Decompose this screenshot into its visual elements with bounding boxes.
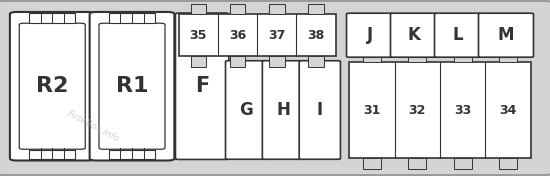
Bar [230, 56, 245, 67]
Text: R1: R1 [116, 76, 148, 96]
Text: R2: R2 [36, 76, 68, 96]
Text: J: J [367, 26, 373, 44]
Bar [269, 56, 284, 67]
Bar [269, 4, 284, 14]
Bar [308, 56, 324, 67]
Bar [499, 158, 517, 169]
Bar [408, 158, 426, 169]
Bar [408, 51, 426, 62]
Bar [190, 4, 206, 14]
Text: 34: 34 [499, 103, 517, 117]
Bar [179, 14, 336, 56]
Text: F: F [195, 76, 209, 96]
FancyBboxPatch shape [262, 61, 304, 159]
Bar [109, 150, 155, 159]
Text: 33: 33 [454, 103, 471, 117]
Bar [499, 51, 517, 62]
FancyBboxPatch shape [478, 13, 534, 57]
Text: 31: 31 [363, 103, 381, 117]
FancyBboxPatch shape [226, 61, 267, 159]
Bar [454, 158, 472, 169]
Bar [230, 4, 245, 14]
FancyBboxPatch shape [19, 23, 85, 149]
Bar [349, 62, 531, 158]
Text: FuseBox.info: FuseBox.info [66, 109, 121, 144]
Text: 36: 36 [229, 29, 246, 42]
Bar [308, 4, 324, 14]
Text: H: H [276, 101, 290, 119]
Text: K: K [408, 26, 420, 44]
Bar [363, 158, 381, 169]
FancyBboxPatch shape [299, 61, 340, 159]
Bar [454, 51, 472, 62]
Bar [109, 13, 155, 23]
Text: 38: 38 [307, 29, 324, 42]
Bar [29, 13, 75, 23]
Bar [29, 150, 75, 159]
FancyBboxPatch shape [175, 13, 229, 159]
Bar [363, 51, 381, 62]
Text: 35: 35 [190, 29, 207, 42]
FancyBboxPatch shape [434, 13, 481, 57]
Text: G: G [239, 101, 253, 119]
Text: M: M [498, 26, 514, 44]
Text: 32: 32 [409, 103, 426, 117]
FancyBboxPatch shape [10, 12, 95, 161]
FancyBboxPatch shape [90, 12, 174, 161]
FancyBboxPatch shape [346, 13, 393, 57]
Text: I: I [317, 101, 323, 119]
Text: L: L [453, 26, 463, 44]
Text: 37: 37 [268, 29, 285, 42]
FancyBboxPatch shape [390, 13, 437, 57]
FancyBboxPatch shape [99, 23, 165, 149]
Bar [190, 56, 206, 67]
